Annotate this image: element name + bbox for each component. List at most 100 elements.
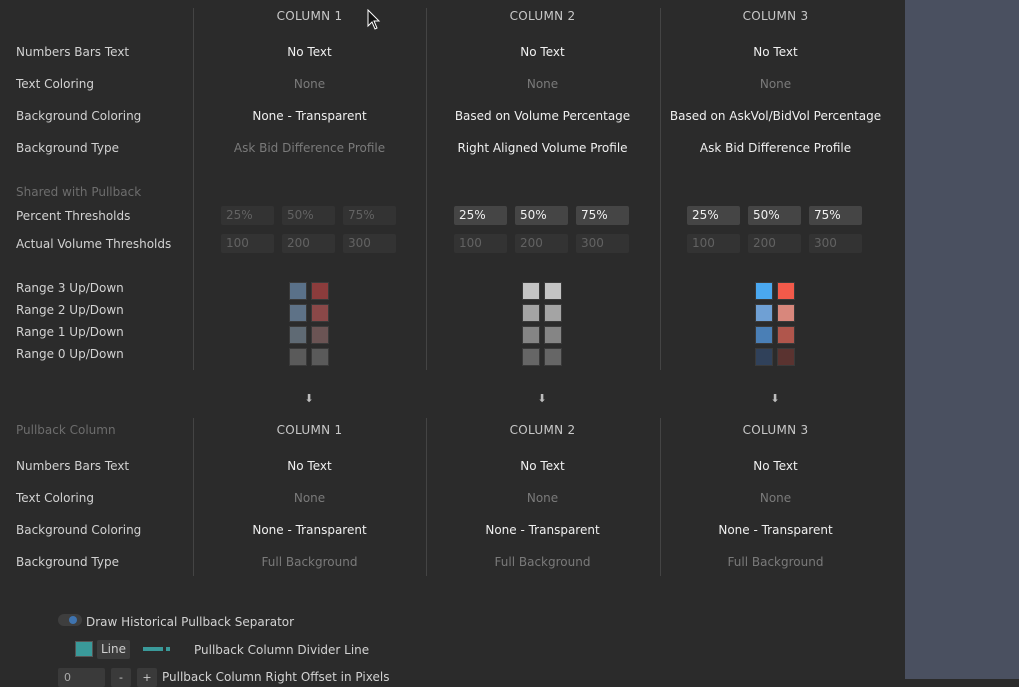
range-down-color-swatch[interactable] <box>777 282 795 300</box>
range-up-color-swatch[interactable] <box>755 326 773 344</box>
right-sidebar <box>905 0 1019 679</box>
pullback-background-type-select[interactable]: Full Background <box>494 555 591 569</box>
row-label-percent-thresholds: Percent Thresholds <box>16 209 131 223</box>
row-label-actual-volume-thresholds: Actual Volume Thresholds <box>16 237 172 251</box>
percent-threshold-input[interactable]: 25% <box>221 206 274 225</box>
text-coloring-select[interactable]: None <box>526 77 559 91</box>
range-down-color-swatch[interactable] <box>311 348 329 366</box>
volume-threshold-input[interactable]: 200 <box>515 234 568 253</box>
range-up-color-swatch[interactable] <box>522 326 540 344</box>
chevron-down-icon[interactable]: ⬇ <box>770 392 780 405</box>
percent-threshold-input[interactable]: 75% <box>576 206 629 225</box>
pullback-row-label-background-coloring: Background Coloring <box>16 523 142 537</box>
range-down-color-swatch[interactable] <box>544 282 562 300</box>
percent-threshold-input[interactable]: 25% <box>454 206 507 225</box>
pullback-text-coloring-select[interactable]: None <box>759 491 792 505</box>
range-down-color-swatch[interactable] <box>544 348 562 366</box>
column-divider <box>660 418 661 576</box>
row-label-range1: Range 1 Up/Down <box>16 325 124 339</box>
background-type-select[interactable]: Ask Bid Difference Profile <box>699 141 852 155</box>
percent-threshold-input[interactable]: 75% <box>343 206 396 225</box>
percent-threshold-input[interactable]: 50% <box>282 206 335 225</box>
row-label-text-coloring: Text Coloring <box>16 77 94 91</box>
volume-threshold-input[interactable]: 200 <box>282 234 335 253</box>
text-coloring-select[interactable]: None <box>293 77 326 91</box>
range-up-color-swatch[interactable] <box>289 348 307 366</box>
background-coloring-select[interactable]: Based on AskVol/BidVol Percentage <box>669 109 882 123</box>
column-header-1: COLUMN 1 <box>276 9 343 23</box>
increment-button[interactable]: + <box>137 668 157 687</box>
range-up-color-swatch[interactable] <box>289 304 307 322</box>
background-type-select[interactable]: Right Aligned Volume Profile <box>457 141 628 155</box>
column-divider <box>426 8 427 370</box>
range-up-color-swatch[interactable] <box>755 304 773 322</box>
text-coloring-select[interactable]: None <box>759 77 792 91</box>
range-up-color-swatch[interactable] <box>522 348 540 366</box>
range-up-color-swatch[interactable] <box>522 304 540 322</box>
mouse-cursor-icon <box>367 9 381 30</box>
percent-threshold-input[interactable]: 25% <box>687 206 740 225</box>
pullback-text-coloring-select[interactable]: None <box>293 491 326 505</box>
range-down-color-swatch[interactable] <box>311 304 329 322</box>
range-down-color-swatch[interactable] <box>777 304 795 322</box>
range-up-color-swatch[interactable] <box>522 282 540 300</box>
range-up-color-swatch[interactable] <box>755 282 773 300</box>
column-divider <box>193 418 194 576</box>
row-label-numbers-bars-text: Numbers Bars Text <box>16 45 130 59</box>
row-label-background-coloring: Background Coloring <box>16 109 142 123</box>
numbers-bars-text-select[interactable]: No Text <box>287 45 332 59</box>
background-type-select[interactable]: Ask Bid Difference Profile <box>233 141 386 155</box>
row-label-range3: Range 3 Up/Down <box>16 281 124 295</box>
range-down-color-swatch[interactable] <box>311 326 329 344</box>
column-divider <box>660 8 661 370</box>
volume-threshold-input[interactable]: 300 <box>576 234 629 253</box>
pullback-numbers-bars-text-select[interactable]: No Text <box>753 459 798 473</box>
pullback-row-label-numbers-bars-text: Numbers Bars Text <box>16 459 130 473</box>
pullback-background-coloring-select[interactable]: None - Transparent <box>252 523 367 537</box>
range-up-color-swatch[interactable] <box>755 348 773 366</box>
pullback-column-title: Pullback Column <box>16 423 116 437</box>
numbers-bars-text-select[interactable]: No Text <box>520 45 565 59</box>
volume-threshold-input[interactable]: 300 <box>809 234 862 253</box>
volume-threshold-input[interactable]: 200 <box>748 234 801 253</box>
pullback-text-coloring-select[interactable]: None <box>526 491 559 505</box>
volume-threshold-input[interactable]: 100 <box>221 234 274 253</box>
pullback-column-header-2: COLUMN 2 <box>509 423 576 437</box>
background-coloring-select[interactable]: None - Transparent <box>252 109 367 123</box>
background-coloring-select[interactable]: Based on Volume Percentage <box>454 109 631 123</box>
numbers-bars-text-select[interactable]: No Text <box>753 45 798 59</box>
range-down-color-swatch[interactable] <box>311 282 329 300</box>
pullback-background-type-select[interactable]: Full Background <box>727 555 824 569</box>
pullback-numbers-bars-text-select[interactable]: No Text <box>520 459 565 473</box>
range-down-color-swatch[interactable] <box>777 326 795 344</box>
offset-input[interactable]: 0 <box>58 668 105 687</box>
range-down-color-swatch[interactable] <box>777 348 795 366</box>
range-down-color-swatch[interactable] <box>544 304 562 322</box>
range-up-color-swatch[interactable] <box>289 282 307 300</box>
row-label-range2: Range 2 Up/Down <box>16 303 124 317</box>
pullback-background-coloring-select[interactable]: None - Transparent <box>718 523 833 537</box>
divider-line-label: Pullback Column Divider Line <box>194 643 370 657</box>
draw-separator-toggle[interactable] <box>58 614 82 626</box>
pullback-numbers-bars-text-select[interactable]: No Text <box>287 459 332 473</box>
line-style-button[interactable]: Line <box>97 640 130 659</box>
volume-threshold-input[interactable]: 300 <box>343 234 396 253</box>
volume-threshold-input[interactable]: 100 <box>687 234 740 253</box>
column-divider <box>426 418 427 576</box>
chevron-down-icon[interactable]: ⬇ <box>304 392 314 405</box>
percent-threshold-input[interactable]: 75% <box>809 206 862 225</box>
decrement-button[interactable]: - <box>111 668 131 687</box>
toggle-knob <box>69 616 77 624</box>
volume-threshold-input[interactable]: 100 <box>454 234 507 253</box>
pullback-background-type-select[interactable]: Full Background <box>261 555 358 569</box>
divider-color-swatch[interactable] <box>75 641 93 657</box>
line-preview-icon <box>143 647 163 651</box>
column-header-3: COLUMN 3 <box>742 9 809 23</box>
pullback-background-coloring-select[interactable]: None - Transparent <box>485 523 600 537</box>
section-label-shared-with-pullback: Shared with Pullback <box>16 185 142 199</box>
range-up-color-swatch[interactable] <box>289 326 307 344</box>
percent-threshold-input[interactable]: 50% <box>515 206 568 225</box>
percent-threshold-input[interactable]: 50% <box>748 206 801 225</box>
range-down-color-swatch[interactable] <box>544 326 562 344</box>
chevron-down-icon[interactable]: ⬇ <box>537 392 547 405</box>
